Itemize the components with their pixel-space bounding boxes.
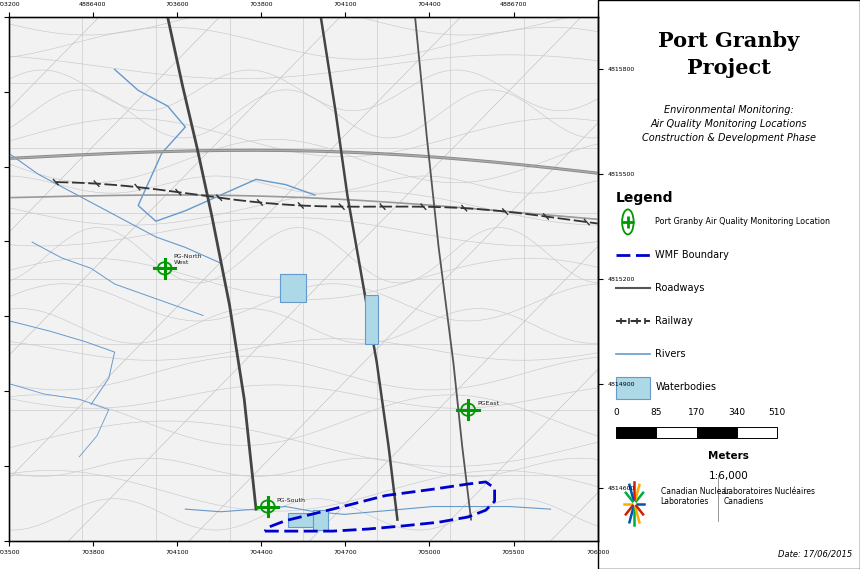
Bar	[280, 274, 306, 302]
Text: Date: 17/06/2015: Date: 17/06/2015	[778, 550, 852, 559]
Text: Environmental Monitoring:
Air Quality Monitoring Locations
Construction & Develo: Environmental Monitoring: Air Quality Mo…	[642, 105, 816, 143]
Text: Legend: Legend	[616, 191, 673, 205]
Text: WMF Boundary: WMF Boundary	[655, 250, 729, 260]
Text: Waterbodies: Waterbodies	[655, 382, 716, 392]
Text: 510: 510	[769, 408, 786, 417]
Bar	[697, 427, 737, 438]
Text: PGEast: PGEast	[477, 402, 499, 406]
Text: 85: 85	[651, 408, 662, 417]
Text: 340: 340	[728, 408, 746, 417]
Bar	[616, 427, 656, 438]
Text: PG-North
West: PG-North West	[174, 254, 202, 265]
Text: PG-South: PG-South	[277, 498, 305, 504]
Text: Roadways: Roadways	[655, 283, 705, 293]
Text: Port Granby
Project: Port Granby Project	[658, 31, 800, 78]
Text: Meters: Meters	[709, 451, 749, 461]
Text: Port Granby Air Quality Monitoring Location: Port Granby Air Quality Monitoring Locat…	[655, 217, 831, 226]
Text: Laboratoires Nucléaires
Canadiens: Laboratoires Nucléaires Canadiens	[723, 487, 814, 506]
Text: 0: 0	[613, 408, 619, 417]
Bar	[737, 427, 777, 438]
Bar	[288, 513, 313, 527]
Bar	[365, 295, 378, 344]
Text: 1:6,000: 1:6,000	[709, 471, 749, 481]
Bar	[312, 510, 328, 530]
Text: Rivers: Rivers	[655, 349, 686, 359]
Text: Railway: Railway	[655, 316, 693, 326]
Bar	[656, 427, 697, 438]
Text: Canadian Nuclear
Laboratories: Canadian Nuclear Laboratories	[660, 487, 729, 506]
Bar	[616, 377, 650, 399]
Text: 170: 170	[688, 408, 705, 417]
